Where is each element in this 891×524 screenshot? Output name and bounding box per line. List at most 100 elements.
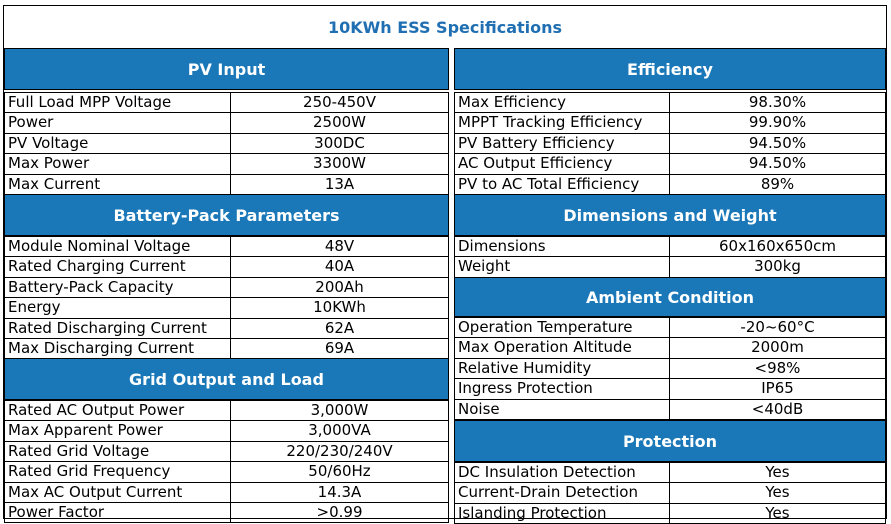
section-ambient: Operation Temperature -20~60°C Max Operati… [454, 317, 886, 420]
spec-label: Max Efficiency [455, 93, 670, 113]
spec-value: 14.3A [317, 482, 362, 501]
section-efficiency: Max Efficiency 98.30% MPPT Tracking Effici… [454, 92, 886, 195]
spec-value: 300kg [754, 257, 801, 276]
spec-label: Weight [455, 257, 670, 277]
spec-label: Rated Discharging Current [5, 318, 231, 338]
spec-value: 3,000W [310, 401, 369, 419]
table-row: Rated AC Output Power 3,000W [5, 401, 448, 422]
section-heading-protection: Protection [454, 420, 886, 462]
table-row: Operation Temperature -20~60°C [455, 318, 885, 339]
spec-label: Max Discharging Current [5, 338, 231, 359]
spec-value: 13A [324, 174, 355, 193]
spec-sheet: 10KWh ESS Specifications PV Input Full L… [3, 5, 887, 524]
spec-label: MPPT Tracking Efficiency [455, 113, 670, 133]
table-row: Relative Humidity <98% [455, 358, 885, 380]
table-row: Module Nominal Voltage 48V [5, 237, 448, 258]
spec-label: Dimensions [455, 237, 670, 257]
spec-label: PV Battery Efficiency [455, 133, 670, 154]
spec-value: 220/230/240V [286, 441, 393, 460]
table-row: Power 2500W [5, 113, 448, 134]
section-grid: Rated AC Output Power 3,000W Max Apparent … [4, 400, 449, 524]
table-row: Max Apparent Power 3,000VA [5, 421, 448, 442]
spec-value: 48V [324, 237, 355, 255]
spec-value: 2500W [312, 113, 366, 132]
spec-value: 200Ah [315, 277, 364, 296]
spec-label: Max Power [5, 154, 231, 174]
table-row: Max Operation Altitude 2000m [455, 338, 885, 359]
spec-value: 40A [324, 257, 355, 276]
spec-label: Battery-Pack Capacity [5, 277, 231, 298]
spec-label: Islanding Protection [455, 503, 670, 524]
spec-label: PV Voltage [5, 133, 231, 154]
spec-value: <40dB [751, 399, 804, 418]
spec-value: 62A [324, 318, 355, 337]
page-title: 10KWh ESS Specifications [327, 17, 563, 37]
table-row: AC Output Efficiency 94.50% [455, 154, 885, 175]
spec-label: Ingress Protection [455, 379, 670, 399]
spec-label: Full Load MPP Voltage [5, 93, 231, 113]
section-battery: Module Nominal Voltage 48V Rated Charging … [4, 236, 449, 360]
spec-value: Yes [765, 463, 790, 481]
spec-label: Max Current [5, 174, 231, 194]
table-row: Full Load MPP Voltage 250-450V [5, 93, 448, 114]
table-row: MPPT Tracking Efficiency 99.90% [455, 113, 885, 134]
table-row: DC Insulation Detection Yes [455, 463, 885, 484]
spec-value: Yes [765, 483, 790, 502]
spec-value: -20~60°C [740, 318, 815, 336]
spec-label: DC Insulation Detection [455, 463, 670, 483]
section-pv-input: Full Load MPP Voltage 250-450V Power 2500W P… [4, 92, 449, 195]
table-row: Weight 300kg [455, 257, 885, 278]
table-row: PV Voltage 300DC [5, 133, 448, 155]
spec-label: AC Output Efficiency [455, 154, 670, 174]
table-row: Rated Grid Voltage 220/230/240V [5, 441, 448, 463]
table-row: PV Battery Efficiency 94.50% [455, 133, 885, 155]
spec-label: Max AC Output Current [5, 482, 231, 502]
spec-value: 250-450V [303, 93, 376, 111]
table-row: Rated Grid Frequency 50/60Hz [5, 462, 448, 483]
spec-label: Rated Grid Frequency [5, 462, 231, 482]
table-row: Max AC Output Current 14.3A [5, 482, 448, 503]
section-heading-dimensions: Dimensions and Weight [454, 194, 886, 236]
spec-value: 60x160x650cm [719, 237, 836, 255]
table-row: Dimensions 60x160x650cm [455, 237, 885, 258]
spec-value: <98% [754, 358, 801, 377]
table-row: Max Power 3300W [5, 154, 448, 175]
spec-value: IP65 [761, 379, 794, 398]
spec-label: Rated Charging Current [5, 257, 231, 277]
spec-label: Operation Temperature [455, 318, 670, 338]
spec-label: Power Factor [5, 502, 231, 523]
section-dimensions: Dimensions 60x160x650cm Weight 300kg [454, 236, 886, 278]
spec-label: Max Operation Altitude [455, 338, 670, 358]
spec-value: 94.50% [748, 133, 807, 152]
table-row: Max Discharging Current 69A [5, 338, 448, 360]
spec-value: 69A [324, 338, 355, 357]
table-row: Energy 10KWh [5, 298, 448, 319]
section-heading-battery: Battery-Pack Parameters [4, 194, 449, 236]
spec-value: 99.90% [748, 113, 807, 132]
table-row: Islanding Protection Yes [455, 503, 885, 524]
section-heading-grid: Grid Output and Load [4, 358, 449, 400]
spec-value: 300DC [314, 133, 365, 152]
spec-value: 50/60Hz [308, 462, 371, 481]
spec-value: >0.99 [316, 502, 363, 521]
table-row: Ingress Protection IP65 [455, 379, 885, 400]
table-row: PV to AC Total Efficiency 89% [455, 174, 885, 195]
table-row: Max Current 13A [5, 174, 448, 195]
spec-label: Max Apparent Power [5, 421, 231, 441]
table-row: Rated Discharging Current 62A [5, 318, 448, 339]
spec-label: Relative Humidity [455, 358, 670, 379]
spec-label: Rated AC Output Power [5, 401, 231, 421]
spec-label: PV to AC Total Efficiency [455, 174, 670, 194]
spec-label: Rated Grid Voltage [5, 441, 231, 462]
spec-value: 98.30% [748, 93, 807, 111]
spec-label: Module Nominal Voltage [5, 237, 231, 257]
spec-value: 3,000VA [308, 421, 371, 440]
spec-value: 3300W [312, 154, 366, 173]
table-row: Rated Charging Current 40A [5, 257, 448, 278]
spec-value: 10KWh [313, 298, 366, 317]
spec-label: Power [5, 113, 231, 133]
table-row: Power Factor >0.99 [5, 502, 448, 524]
spec-value: 2000m [751, 338, 804, 357]
section-heading-pv-input: PV Input [4, 48, 449, 90]
table-row: Current-Drain Detection Yes [455, 483, 885, 504]
